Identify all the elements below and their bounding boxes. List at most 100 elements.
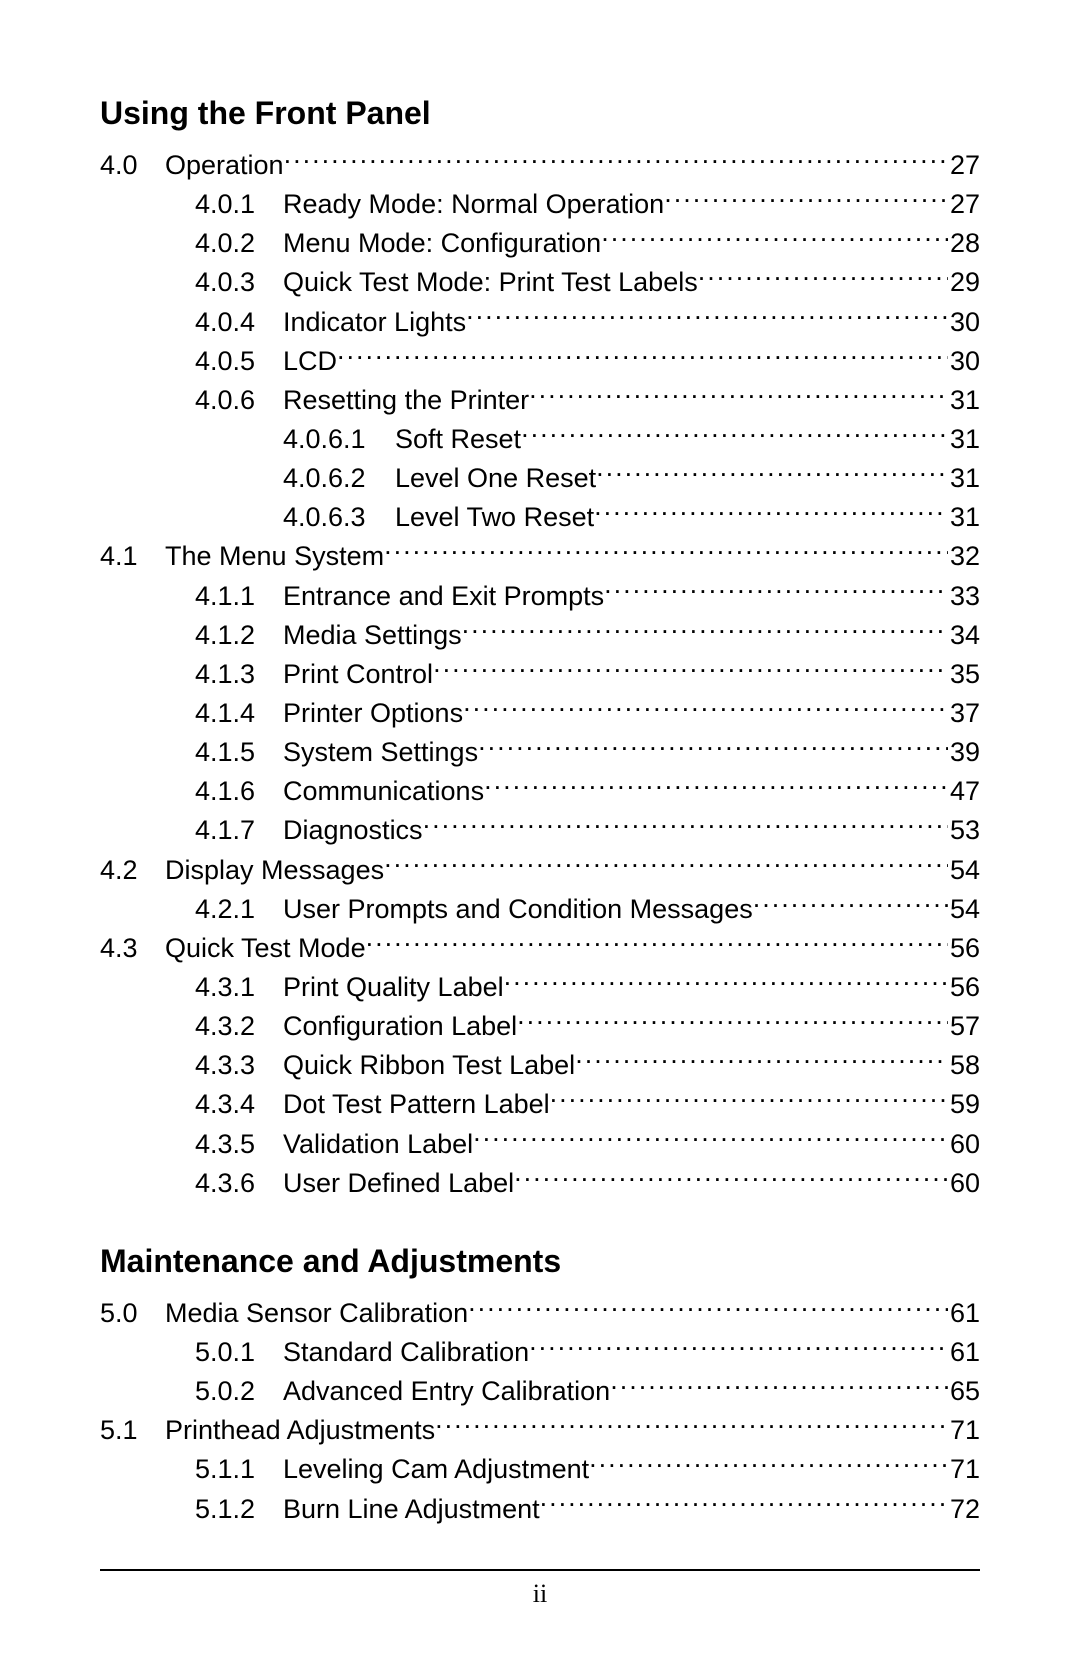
toc-entry-number: 4.1	[100, 537, 165, 576]
toc-entry-page: 47	[948, 772, 980, 811]
toc-entry-number: 5.0	[100, 1294, 165, 1333]
toc-entry: 5.1Printhead Adjustments71	[100, 1411, 980, 1450]
toc-entry-page: 37	[948, 694, 980, 733]
toc-entry-number: 4.0.5	[195, 342, 283, 381]
toc-entry-title: Communications	[283, 772, 484, 811]
toc-entry: 5.1.2Burn Line Adjustment 72	[100, 1490, 980, 1529]
toc-entry-number: 4.3.1	[195, 968, 283, 1007]
toc-entry-number: 5.1	[100, 1411, 165, 1450]
toc-entry: 4.3.5Validation Label60	[100, 1125, 980, 1164]
toc-entry-title: Advanced Entry Calibration	[283, 1372, 610, 1411]
toc-entry-title: Level Two Reset	[395, 498, 594, 537]
toc-entry: 4.0.5LCD 30	[100, 342, 980, 381]
toc-entry-page: 27	[948, 185, 980, 224]
toc-entry-number: 4.0.6.1	[283, 420, 395, 459]
toc-entry: 4.2.1User Prompts and Condition Messages…	[100, 890, 980, 929]
toc-entry-number: 5.0.2	[195, 1372, 283, 1411]
toc-entry-page: 58	[948, 1046, 980, 1085]
toc-entry-page: 60	[948, 1125, 980, 1164]
toc-entry-page: 53	[948, 811, 980, 850]
toc-leader-dots	[504, 969, 948, 996]
toc-entry: 4.1.5System Settings39	[100, 733, 980, 772]
toc-entry-title: LCD	[283, 342, 337, 381]
toc-section: 5.0Media Sensor Calibration615.0.1Standa…	[100, 1294, 980, 1529]
toc-entry-number: 4.3	[100, 929, 165, 968]
toc-entry-page: 59	[948, 1085, 980, 1124]
toc-leader-dots	[550, 1086, 948, 1113]
toc-leader-dots	[540, 1491, 948, 1518]
toc-entry-page: 39	[948, 733, 980, 772]
toc-entry-title: Quick Ribbon Test Label	[283, 1046, 575, 1085]
toc-entry: 4.3.3Quick Ribbon Test Label 58	[100, 1046, 980, 1085]
toc-leader-dots	[284, 147, 948, 174]
toc-leader-dots	[337, 343, 948, 370]
toc-entry: 5.0Media Sensor Calibration61	[100, 1294, 980, 1333]
toc-entry-title: Standard Calibration	[283, 1333, 529, 1372]
toc-entry-title: User Defined Label	[283, 1164, 514, 1203]
page-number: ii	[100, 1579, 980, 1609]
toc-entry-number: 4.3.4	[195, 1085, 283, 1124]
toc-entry-number: 5.0.1	[195, 1333, 283, 1372]
toc-entry-number: 4.1.1	[195, 577, 283, 616]
toc-entry: 5.0.2Advanced Entry Calibration 65	[100, 1372, 980, 1411]
toc-leader-dots	[698, 264, 948, 291]
toc-entry-number: 4.0.4	[195, 303, 283, 342]
toc-entry-number: 4.1.7	[195, 811, 283, 850]
toc-entry-number: 4.0	[100, 146, 165, 185]
toc-entry-page: 56	[948, 968, 980, 1007]
toc-leader-dots	[664, 186, 948, 213]
toc-entry-page: 71	[948, 1411, 980, 1450]
toc-entry-page: 71	[948, 1450, 980, 1489]
toc-entry-page: 65	[948, 1372, 980, 1411]
toc-entry: 4.0.6.1Soft Reset 31	[100, 420, 980, 459]
toc-entry-title: Print Control	[283, 655, 433, 694]
toc-entry: 5.1.1Leveling Cam Adjustment71	[100, 1450, 980, 1489]
toc-leader-dots	[594, 499, 948, 526]
toc-leader-dots	[529, 382, 948, 409]
toc-entry-title: Media Settings	[283, 616, 462, 655]
toc-entry-title: Indicator Lights	[283, 303, 466, 342]
toc-entry: 4.0.2Menu Mode: Configuration 28	[100, 224, 980, 263]
toc-leader-dots	[517, 1008, 948, 1035]
toc-leader-dots	[462, 617, 948, 644]
page: Using the Front Panel4.0Operation274.0.1…	[0, 0, 1080, 1669]
toc-entry: 4.0Operation27	[100, 146, 980, 185]
toc-leader-dots	[484, 773, 948, 800]
toc-entry: 4.1The Menu System32	[100, 537, 980, 576]
toc-entry: 4.1.3Print Control 35	[100, 655, 980, 694]
toc-entry-number: 4.0.3	[195, 263, 283, 302]
toc-entry-page: 29	[948, 263, 980, 302]
toc-entry-page: 27	[948, 146, 980, 185]
toc-entry: 4.0.6Resetting the Printer31	[100, 381, 980, 420]
toc-entry: 4.0.6.3Level Two Reset 31	[100, 498, 980, 537]
toc-container: Using the Front Panel4.0Operation274.0.1…	[100, 95, 980, 1529]
toc-entry-page: 57	[948, 1007, 980, 1046]
toc-leader-dots	[384, 852, 948, 879]
toc-entry-number: 4.1.2	[195, 616, 283, 655]
toc-entry-title: The Menu System	[165, 537, 384, 576]
toc-entry-page: 54	[948, 851, 980, 890]
toc-entry: 5.0.1Standard Calibration 61	[100, 1333, 980, 1372]
toc-entry-number: 4.0.6.2	[283, 459, 395, 498]
toc-leader-dots	[610, 1373, 948, 1400]
toc-section: 4.0Operation274.0.1Ready Mode: Normal Op…	[100, 146, 980, 1203]
toc-entry-page: 61	[948, 1333, 980, 1372]
toc-entry-number: 4.3.3	[195, 1046, 283, 1085]
toc-entry-title: Burn Line Adjustment	[283, 1490, 540, 1529]
toc-entry-number: 4.3.6	[195, 1164, 283, 1203]
toc-entry-title: Validation Label	[283, 1125, 473, 1164]
toc-entry-title: Display Messages	[165, 851, 384, 890]
toc-entry-page: 60	[948, 1164, 980, 1203]
toc-entry-number: 4.1.5	[195, 733, 283, 772]
toc-entry: 4.2Display Messages54	[100, 851, 980, 890]
toc-entry-page: 34	[948, 616, 980, 655]
toc-entry-title: Diagnostics	[283, 811, 423, 850]
toc-entry-title: Media Sensor Calibration	[165, 1294, 468, 1333]
footer-rule	[100, 1569, 980, 1571]
toc-entry-page: 35	[948, 655, 980, 694]
toc-leader-dots	[753, 891, 948, 918]
toc-entry-title: Ready Mode: Normal Operation	[283, 185, 664, 224]
toc-entry: 4.0.4Indicator Lights 30	[100, 303, 980, 342]
toc-entry: 4.3.1Print Quality Label 56	[100, 968, 980, 1007]
toc-entry-title: Leveling Cam Adjustment	[283, 1450, 589, 1489]
